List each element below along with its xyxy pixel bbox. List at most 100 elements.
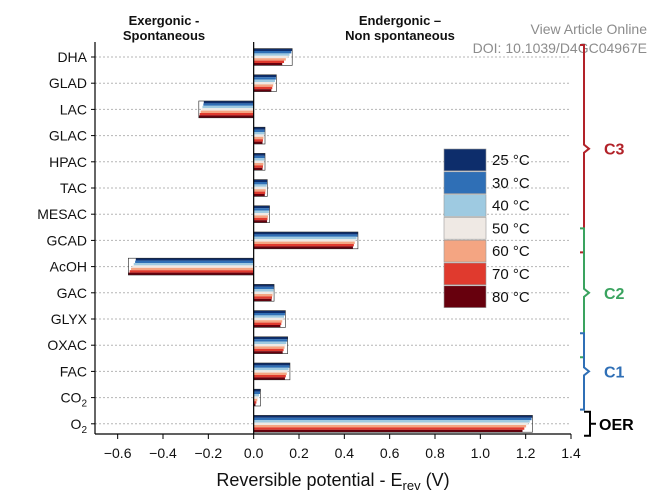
bar bbox=[253, 325, 281, 328]
bar bbox=[253, 189, 266, 192]
bar bbox=[253, 389, 261, 392]
header-endergonic: Endergonic – Non spontaneous bbox=[330, 13, 470, 43]
bar bbox=[253, 425, 527, 428]
y-tick-label: TAC bbox=[60, 180, 87, 196]
bar bbox=[253, 55, 288, 59]
legend-swatch bbox=[443, 171, 487, 194]
legend-swatch bbox=[443, 148, 487, 172]
bar bbox=[253, 63, 283, 66]
bar bbox=[203, 103, 254, 106]
y-tick-label: O2 bbox=[71, 416, 88, 436]
bar bbox=[253, 298, 272, 302]
bar bbox=[253, 84, 274, 87]
legend-label: 25 °C bbox=[492, 152, 530, 169]
x-tick-label: 0.2 bbox=[289, 445, 309, 461]
bar bbox=[200, 110, 254, 113]
bar bbox=[253, 367, 289, 371]
bar bbox=[253, 427, 525, 430]
bar bbox=[253, 289, 274, 292]
x-tick-label: 0.0 bbox=[244, 445, 264, 461]
bar bbox=[253, 403, 256, 406]
bar bbox=[253, 77, 276, 80]
legend-swatch bbox=[443, 239, 487, 263]
bar bbox=[253, 217, 268, 221]
bar bbox=[253, 236, 357, 240]
bar bbox=[253, 160, 264, 163]
bar bbox=[253, 220, 268, 223]
bar bbox=[253, 370, 288, 373]
bar bbox=[253, 339, 288, 342]
group-label: C3 bbox=[604, 142, 625, 159]
legend-swatch bbox=[443, 262, 487, 286]
y-tick-label: OXAC bbox=[47, 337, 87, 353]
bar bbox=[253, 344, 286, 347]
bar bbox=[253, 234, 358, 237]
bar bbox=[253, 317, 284, 321]
watermark-line-1: View Article Online bbox=[530, 21, 647, 37]
bar bbox=[253, 165, 263, 168]
y-tick-label: GLAC bbox=[49, 128, 87, 144]
x-tick-label: −0.4 bbox=[149, 445, 177, 461]
bar bbox=[253, 375, 286, 378]
group-label: C2 bbox=[604, 286, 625, 303]
bar bbox=[253, 372, 287, 375]
bar bbox=[253, 291, 273, 294]
group-bracket bbox=[584, 410, 596, 437]
y-tick-label: AcOH bbox=[50, 259, 87, 275]
bar bbox=[253, 53, 290, 56]
legend-label: 30 °C bbox=[492, 175, 530, 192]
bar bbox=[253, 336, 288, 340]
bar bbox=[129, 270, 254, 273]
x-tick-label: −0.2 bbox=[195, 445, 223, 461]
y-tick-label: FAC bbox=[60, 363, 87, 379]
bar bbox=[253, 351, 283, 354]
y-tick-label: CO2 bbox=[60, 390, 87, 410]
bar bbox=[253, 284, 275, 287]
bar bbox=[253, 127, 265, 130]
bar bbox=[253, 241, 355, 244]
bar bbox=[253, 244, 354, 247]
bar bbox=[253, 320, 283, 323]
bar bbox=[253, 158, 265, 161]
bar bbox=[253, 239, 356, 242]
y-tick-label: GCAD bbox=[47, 232, 87, 248]
y-tick-label: MESAC bbox=[37, 206, 87, 222]
legend-label: 40 °C bbox=[492, 198, 530, 215]
bar bbox=[253, 377, 285, 380]
x-tick-label: 1.4 bbox=[561, 445, 581, 461]
bar bbox=[253, 58, 286, 61]
legend-label: 80 °C bbox=[492, 289, 530, 306]
bar bbox=[253, 215, 268, 218]
y-tick-label: GLAD bbox=[49, 75, 87, 91]
bar bbox=[135, 260, 254, 263]
bar bbox=[253, 348, 284, 352]
bar bbox=[253, 132, 265, 135]
legend-label: 50 °C bbox=[492, 220, 530, 237]
bar bbox=[203, 101, 254, 104]
bar bbox=[199, 113, 254, 116]
bar bbox=[253, 167, 263, 171]
bar bbox=[201, 108, 254, 111]
bar bbox=[253, 391, 261, 394]
bar bbox=[253, 341, 287, 344]
bar bbox=[253, 315, 285, 318]
legend-swatch bbox=[443, 285, 487, 308]
bar bbox=[253, 79, 275, 82]
x-tick-label: 1.0 bbox=[471, 445, 491, 461]
bar bbox=[253, 82, 275, 85]
bar bbox=[253, 194, 265, 197]
bar bbox=[253, 420, 530, 423]
bar bbox=[253, 296, 273, 299]
bar bbox=[253, 422, 528, 425]
group-bracket bbox=[580, 44, 591, 254]
bar bbox=[253, 129, 265, 132]
bar bbox=[253, 134, 264, 137]
header-endergonic-line-1: Endergonic – bbox=[358, 13, 442, 28]
bar bbox=[253, 394, 260, 397]
bar bbox=[253, 139, 263, 142]
bar bbox=[253, 246, 353, 249]
x-tick-label: 0.4 bbox=[335, 445, 355, 461]
header-exergonic-line-2: Spontaneous bbox=[122, 28, 206, 43]
bar bbox=[253, 86, 273, 90]
